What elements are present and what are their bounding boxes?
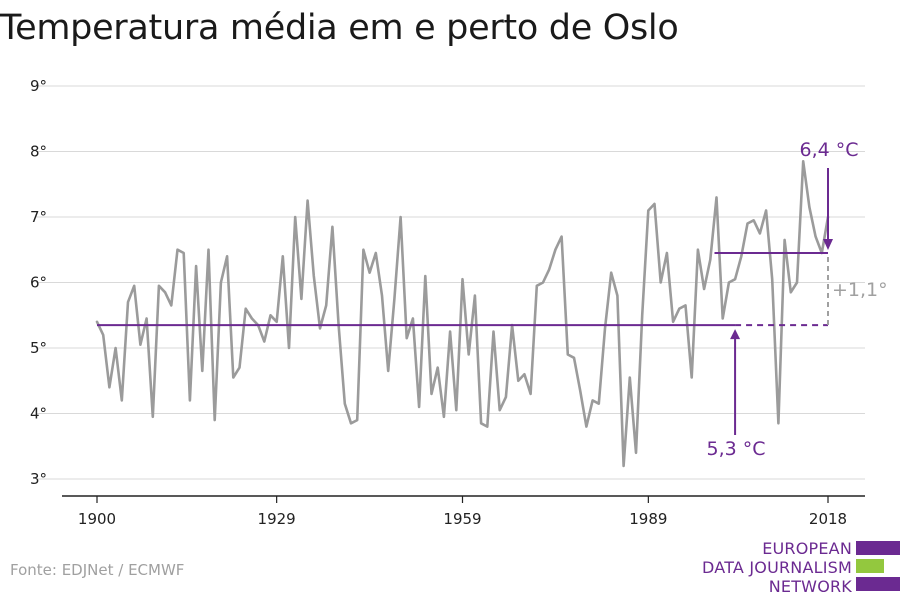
average-layer bbox=[97, 252, 828, 327]
chart-title: Temperatura média em e perto de Oslo bbox=[0, 8, 679, 48]
annotation-layer: +1,1° 5,3 °C 6,4 °C bbox=[707, 139, 888, 460]
x-axis: 1900 1929 1959 1989 2018 bbox=[62, 495, 865, 528]
x-tick-label: 1929 bbox=[258, 510, 296, 528]
x-tick-label: 1989 bbox=[629, 510, 667, 528]
y-tick-label: 3° bbox=[30, 470, 47, 488]
difference-label: +1,1° bbox=[832, 279, 888, 301]
logo-text: EUROPEAN DATA JOURNALISM NETWORK bbox=[702, 539, 852, 596]
logo-bar-middle bbox=[856, 559, 884, 573]
x-tick-label: 2018 bbox=[809, 510, 847, 528]
logo-line-european: EUROPEAN bbox=[762, 539, 852, 558]
y-tick-label: 9° bbox=[30, 77, 47, 95]
recent-average-label: 6,4 °C bbox=[799, 139, 858, 161]
temperature-series-line bbox=[95, 160, 830, 468]
baseline-average-label: 5,3 °C bbox=[707, 438, 766, 460]
y-tick-label: 6° bbox=[30, 274, 47, 292]
source-note: Fonte: EDJNet / ECMWF bbox=[10, 561, 185, 579]
y-tick-label: 8° bbox=[30, 143, 47, 161]
y-tick-label: 4° bbox=[30, 405, 47, 423]
y-tick-label: 7° bbox=[30, 208, 47, 226]
baseline-arrow-head bbox=[730, 329, 741, 340]
x-tick-label: 1959 bbox=[443, 510, 481, 528]
recent-arrow-head bbox=[823, 239, 833, 251]
x-tick-label: 1900 bbox=[78, 510, 116, 528]
y-axis: 3° 4° 5° 6° 7° 8° 9° bbox=[30, 77, 47, 488]
series-layer bbox=[95, 160, 830, 468]
logo-bar-top bbox=[856, 541, 900, 555]
grid-lines bbox=[36, 85, 865, 480]
logo-line-network: NETWORK bbox=[768, 577, 852, 596]
logo-line-data-journalism: DATA JOURNALISM bbox=[702, 558, 852, 577]
y-tick-label: 5° bbox=[30, 339, 47, 357]
edjnet-logo: EUROPEAN DATA JOURNALISM NETWORK bbox=[670, 539, 900, 596]
logo-bar-bottom bbox=[856, 577, 900, 591]
